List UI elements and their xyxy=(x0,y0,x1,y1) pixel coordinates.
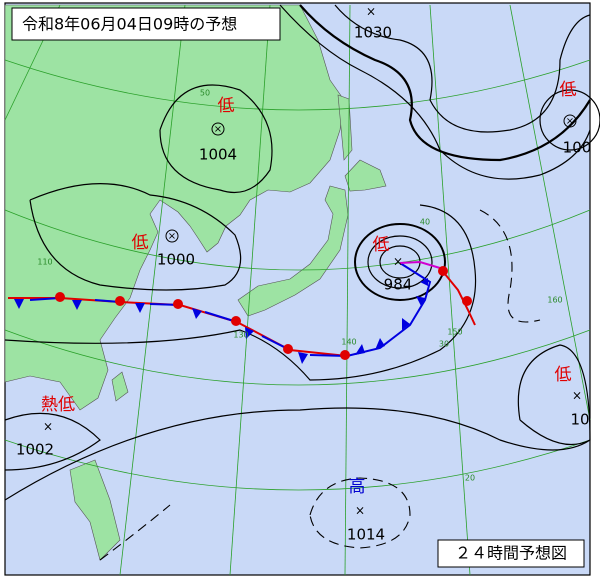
latitude-line xyxy=(4,59,591,111)
front-symbol xyxy=(245,327,254,339)
front-symbol xyxy=(438,266,448,276)
isobar xyxy=(4,204,477,381)
center-cross: × xyxy=(43,420,53,434)
isobar xyxy=(367,235,433,289)
latitude-line xyxy=(4,329,591,386)
grid-label: 30 xyxy=(439,340,449,349)
center-cross: × xyxy=(366,5,376,19)
grid-label: 50 xyxy=(200,89,210,98)
pressure-value: 1014 xyxy=(347,526,385,544)
latitude-line xyxy=(4,439,591,491)
pressure-value: 1002 xyxy=(16,441,54,459)
front-symbol xyxy=(355,344,365,355)
system-label: 高 xyxy=(349,477,366,497)
grid-label: 150 xyxy=(447,328,462,337)
fronts xyxy=(8,260,476,364)
front-symbol xyxy=(72,300,82,310)
asia-mainland xyxy=(4,4,345,411)
center-cross: × xyxy=(168,231,176,242)
isobar xyxy=(334,4,591,133)
longitude-line xyxy=(429,4,471,576)
cold-front xyxy=(346,262,432,357)
system-label: 低 xyxy=(373,235,390,255)
footer-label: ２４時間予想図 xyxy=(455,544,567,563)
isobar xyxy=(517,344,591,446)
center-cross: × xyxy=(355,504,365,518)
warm-symbols xyxy=(55,266,472,360)
occluded-front xyxy=(399,260,441,269)
isobar xyxy=(159,84,273,194)
front-symbol xyxy=(115,296,125,306)
longitude-line xyxy=(509,4,591,421)
center-marker xyxy=(211,122,225,136)
grid-labels: 50 40 30 20 110 130 140 150 160 xyxy=(37,89,562,483)
isobar xyxy=(299,4,591,162)
front-symbol xyxy=(298,352,308,364)
pressure-value: 984 xyxy=(384,276,413,294)
stationary-front-cold xyxy=(29,297,348,357)
center-cross: × xyxy=(566,116,574,127)
front-symbol xyxy=(173,299,183,309)
isobar-dashed xyxy=(479,209,541,323)
longitude-line xyxy=(229,4,271,576)
front-symbol xyxy=(55,292,65,302)
center-marker xyxy=(165,229,179,243)
front-symbol xyxy=(231,316,241,326)
land xyxy=(4,4,387,561)
center-cross: × xyxy=(572,389,582,403)
system-label: 熱低 xyxy=(41,395,75,415)
system-label: 低 xyxy=(560,80,577,100)
front-symbol xyxy=(135,303,145,313)
isobar xyxy=(539,89,600,151)
center-marker xyxy=(563,114,577,128)
isobars xyxy=(4,4,600,561)
isobar xyxy=(4,412,101,471)
grid-label: 110 xyxy=(37,258,52,267)
front-symbol xyxy=(375,338,385,350)
pressure-value: 1000 xyxy=(157,251,195,269)
system-label: 低 xyxy=(218,96,235,116)
taiwan xyxy=(111,371,129,402)
system-label: 低 xyxy=(132,233,149,253)
front-symbol xyxy=(416,296,425,306)
pressure-value: 10 xyxy=(570,411,589,429)
hokkaido xyxy=(344,159,387,192)
front-symbol xyxy=(14,299,24,309)
footer-box xyxy=(437,539,585,568)
isobar-dashed xyxy=(309,477,411,549)
system-label: 低 xyxy=(555,365,572,385)
graticule xyxy=(4,4,591,576)
cold-symbols xyxy=(14,278,428,364)
isobar xyxy=(4,407,591,501)
grid-label: 40 xyxy=(420,218,430,227)
pressure-value: 100 xyxy=(563,139,592,157)
map-title: 令和8年06月04日09時の予想 xyxy=(22,15,237,34)
front-symbol xyxy=(283,344,293,354)
front-symbol xyxy=(340,350,350,360)
title-box xyxy=(11,7,281,41)
center-cross: × xyxy=(214,124,222,135)
grid-label: 130 xyxy=(233,331,248,340)
latitude-line xyxy=(4,209,591,271)
center-cross: × xyxy=(393,255,403,269)
pressure-value: 1004 xyxy=(199,146,237,164)
isobar xyxy=(354,223,447,301)
isobar-dashed xyxy=(99,504,171,561)
grid-label: 140 xyxy=(341,338,356,347)
isobar xyxy=(29,183,242,291)
front-symbol xyxy=(402,318,410,330)
front-symbol xyxy=(192,308,202,319)
pressure-value: 1030 xyxy=(354,24,392,42)
front-symbol xyxy=(462,296,472,306)
pressure-systems: 低 × 1004 低 × 1000 低 × 984 × 1030 低 × 100… xyxy=(16,5,591,544)
front-symbol xyxy=(420,278,428,286)
grid-label: 20 xyxy=(465,474,475,483)
grid-label: 160 xyxy=(547,296,562,305)
